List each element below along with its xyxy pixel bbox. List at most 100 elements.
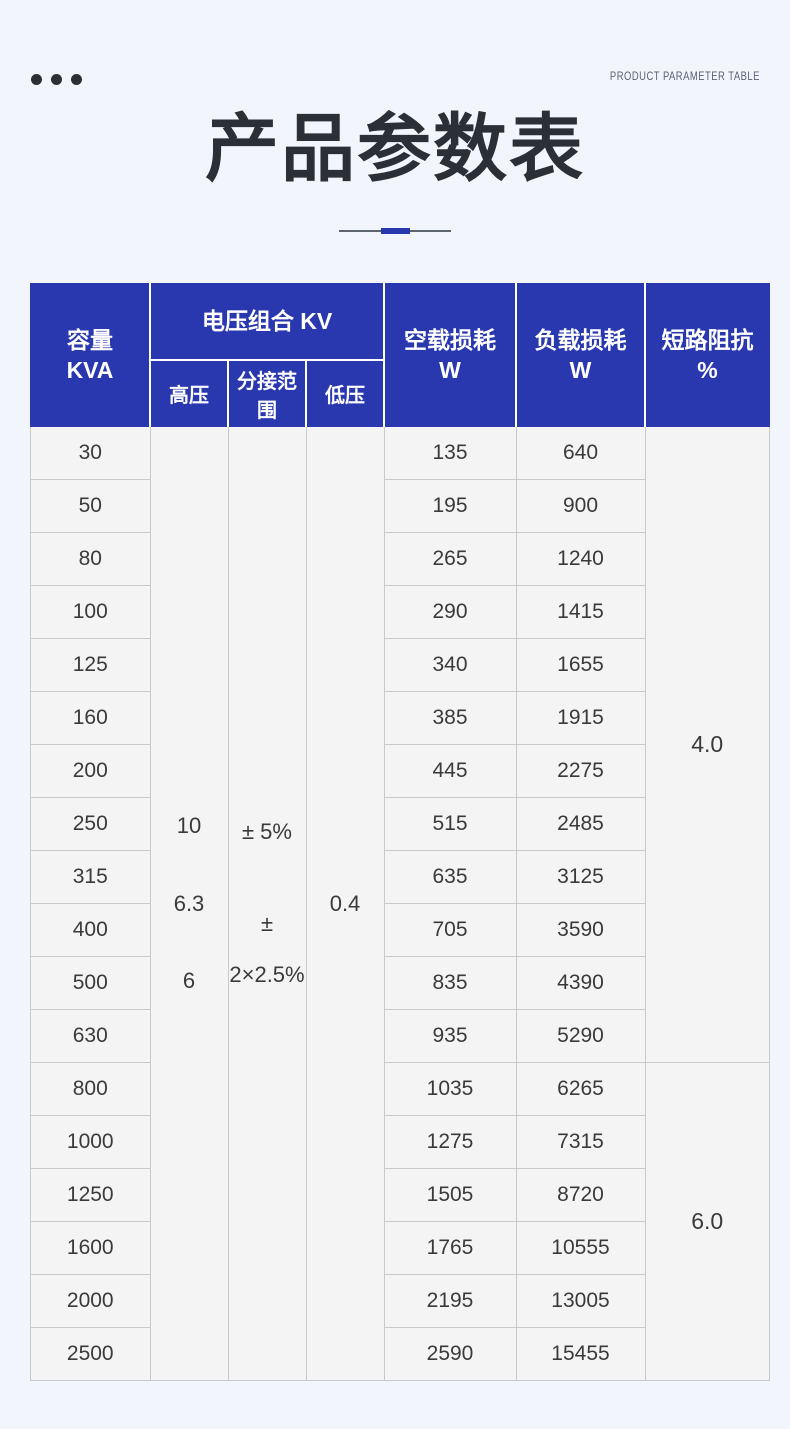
title-block: 产品参数表 bbox=[0, 112, 790, 186]
col-header-low-voltage: 低压 bbox=[305, 359, 385, 427]
dot-icon bbox=[31, 74, 42, 85]
high-voltage-value: 10 bbox=[176, 812, 202, 838]
table-row: 100 290 1415 bbox=[30, 585, 770, 639]
cell-load-loss: 900 bbox=[515, 479, 646, 533]
cell-no-load-loss: 1505 bbox=[383, 1168, 517, 1222]
cell-load-loss: 3125 bbox=[515, 850, 646, 904]
table-row: 250 515 2485 bbox=[30, 797, 770, 851]
cell-low-voltage-merged: 0.4 bbox=[305, 426, 385, 1381]
load-loss-label-line2: W bbox=[569, 357, 592, 383]
tap-range-value: ± 2×2.5% bbox=[229, 910, 305, 988]
cell-capacity: 400 bbox=[30, 903, 151, 957]
cell-impedance-lower: 6.0 bbox=[644, 1062, 770, 1381]
cell-load-loss: 10555 bbox=[515, 1221, 646, 1275]
table-row: 630 935 5290 bbox=[30, 1009, 770, 1063]
table-row: 30 10 6.3 6 ± 5% ± 2×2.5% 0.4 135 640 4.0 bbox=[30, 426, 770, 1381]
col-header-impedance: 短路阻抗 % bbox=[644, 283, 770, 427]
table-row: 1600 1765 10555 bbox=[30, 1221, 770, 1275]
table-row: 800 1035 6265 6.0 bbox=[30, 1062, 770, 1381]
table-header-row-1: 容量 KVA 电压组合 KV 空载损耗 W 负载损耗 W 短路阻抗 % bbox=[30, 283, 770, 427]
col-header-capacity: 容量 KVA bbox=[30, 283, 151, 427]
cell-capacity: 250 bbox=[30, 797, 151, 851]
table-row: 200 445 2275 bbox=[30, 744, 770, 798]
table-row: 160 385 1915 bbox=[30, 691, 770, 745]
cell-capacity: 200 bbox=[30, 744, 151, 798]
col-header-voltage-group: 电压组合 KV bbox=[149, 283, 385, 361]
cell-capacity: 100 bbox=[30, 585, 151, 639]
col-header-tap-range: 分接范围 bbox=[227, 359, 307, 427]
cell-load-loss: 1655 bbox=[515, 638, 646, 692]
dot-icon bbox=[51, 74, 62, 85]
tap-range-value: ± 5% bbox=[242, 818, 292, 844]
cell-no-load-loss: 1035 bbox=[383, 1062, 517, 1116]
cell-no-load-loss: 705 bbox=[383, 903, 517, 957]
col-header-no-load-loss: 空载损耗 W bbox=[383, 283, 517, 427]
cell-load-loss: 2485 bbox=[515, 797, 646, 851]
table-row: 500 835 4390 bbox=[30, 956, 770, 1010]
col-header-high-voltage: 高压 bbox=[149, 359, 229, 427]
cell-no-load-loss: 835 bbox=[383, 956, 517, 1010]
table-row: 315 635 3125 bbox=[30, 850, 770, 904]
cell-capacity: 800 bbox=[30, 1062, 151, 1116]
impedance-label-line2: % bbox=[697, 357, 718, 383]
cell-load-loss: 15455 bbox=[515, 1327, 646, 1381]
cell-no-load-loss: 1275 bbox=[383, 1115, 517, 1169]
cell-tap-range-merged: ± 5% ± 2×2.5% bbox=[227, 426, 307, 1381]
cell-no-load-loss: 935 bbox=[383, 1009, 517, 1063]
table-row: 50 195 900 bbox=[30, 479, 770, 533]
high-voltage-value: 6.3 bbox=[173, 890, 205, 916]
cell-load-loss: 1415 bbox=[515, 585, 646, 639]
cell-no-load-loss: 2195 bbox=[383, 1274, 517, 1328]
table-row: 400 705 3590 bbox=[30, 903, 770, 957]
cell-no-load-loss: 445 bbox=[383, 744, 517, 798]
col-header-load-loss: 负载损耗 W bbox=[515, 283, 646, 427]
top-bar: PRODUCT PARAMETER TABLE bbox=[0, 0, 790, 110]
table-head: 容量 KVA 电压组合 KV 空载损耗 W 负载损耗 W 短路阻抗 % 高 bbox=[30, 283, 770, 427]
cell-load-loss: 7315 bbox=[515, 1115, 646, 1169]
capacity-label-line2: KVA bbox=[66, 357, 114, 383]
impedance-label-line1: 短路阻抗 bbox=[661, 326, 754, 353]
cell-load-loss: 8720 bbox=[515, 1168, 646, 1222]
cell-no-load-loss: 1765 bbox=[383, 1221, 517, 1275]
high-voltage-value: 6 bbox=[182, 968, 196, 994]
eyebrow-text: PRODUCT PARAMETER TABLE bbox=[609, 71, 760, 83]
dot-icon bbox=[71, 74, 82, 85]
cell-no-load-loss: 635 bbox=[383, 850, 517, 904]
cell-load-loss: 1240 bbox=[515, 532, 646, 586]
cell-load-loss: 5290 bbox=[515, 1009, 646, 1063]
table-row: 80 265 1240 bbox=[30, 532, 770, 586]
cell-no-load-loss: 385 bbox=[383, 691, 517, 745]
no-load-loss-label-line2: W bbox=[439, 357, 461, 383]
cell-capacity: 30 bbox=[30, 426, 151, 480]
cell-no-load-loss: 195 bbox=[383, 479, 517, 533]
cell-capacity: 80 bbox=[30, 532, 151, 586]
cell-capacity: 315 bbox=[30, 850, 151, 904]
cell-load-loss: 640 bbox=[515, 426, 646, 480]
cell-capacity: 50 bbox=[30, 479, 151, 533]
cell-capacity: 630 bbox=[30, 1009, 151, 1063]
cell-no-load-loss: 2590 bbox=[383, 1327, 517, 1381]
cell-load-loss: 4390 bbox=[515, 956, 646, 1010]
cell-capacity: 500 bbox=[30, 956, 151, 1010]
cell-capacity: 1600 bbox=[30, 1221, 151, 1275]
cell-capacity: 125 bbox=[30, 638, 151, 692]
cell-no-load-loss: 135 bbox=[383, 426, 517, 480]
cell-no-load-loss: 515 bbox=[383, 797, 517, 851]
cell-no-load-loss: 290 bbox=[383, 585, 517, 639]
divider-accent bbox=[381, 228, 410, 234]
cell-no-load-loss: 265 bbox=[383, 532, 517, 586]
parameter-table-wrapper: 容量 KVA 电压组合 KV 空载损耗 W 负载损耗 W 短路阻抗 % 高 bbox=[30, 283, 770, 1381]
table-row: 1000 1275 7315 bbox=[30, 1115, 770, 1169]
table-row: 125 340 1655 bbox=[30, 638, 770, 692]
title-divider bbox=[0, 228, 790, 234]
cell-capacity: 2500 bbox=[30, 1327, 151, 1381]
cell-capacity: 1000 bbox=[30, 1115, 151, 1169]
no-load-loss-label-line1: 空载损耗 bbox=[404, 326, 496, 353]
table-body: 30 10 6.3 6 ± 5% ± 2×2.5% 0.4 135 640 4.0 50 195 900… bbox=[30, 426, 770, 1381]
load-loss-label-line1: 负载损耗 bbox=[534, 326, 627, 353]
cell-load-loss: 2275 bbox=[515, 744, 646, 798]
cell-no-load-loss: 340 bbox=[383, 638, 517, 692]
parameter-table: 容量 KVA 电压组合 KV 空载损耗 W 负载损耗 W 短路阻抗 % 高 bbox=[30, 283, 770, 1381]
three-dots-decoration bbox=[31, 74, 82, 85]
cell-load-loss: 6265 bbox=[515, 1062, 646, 1116]
